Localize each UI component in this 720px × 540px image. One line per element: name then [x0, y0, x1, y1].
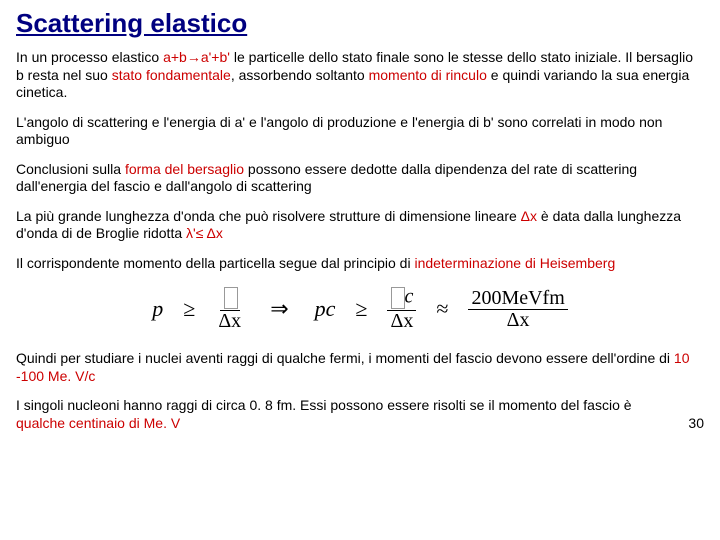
p1-term-1: stato fondamentale: [112, 67, 231, 83]
p7-text-a: I singoli nucleoni hanno raggi di circa …: [16, 397, 632, 413]
eq-ge-2: ≥: [355, 296, 367, 322]
p1-term-2: momento di rinculo: [369, 67, 487, 83]
paragraph-2: L'angolo di scattering e l'energia di a'…: [16, 114, 704, 149]
paragraph-3: Conclusioni sulla forma del bersaglio po…: [16, 161, 704, 196]
eq-frac2-c: c: [404, 286, 413, 308]
paragraph-4: La più grande lunghezza d'onda che può r…: [16, 208, 704, 243]
p1-text-a: In un processo elastico: [16, 49, 163, 65]
p7-term: qualche centinaio di Me. V: [16, 415, 180, 431]
eq-p: p: [152, 296, 163, 322]
slide: Scattering elastico In un processo elast…: [0, 0, 720, 540]
eq-ge-1: ≥: [183, 296, 195, 322]
hbar-icon: [223, 286, 237, 310]
p3-term: forma del bersaglio: [125, 161, 244, 177]
p6-text-a: Quindi per studiare i nuclei aventi ragg…: [16, 350, 674, 366]
page-number: 30: [680, 415, 704, 433]
p5-term: indeterminazione di Heisemberg: [414, 255, 615, 271]
eq-approx: ≈: [436, 296, 448, 322]
p1-reaction-rhs: a'+b': [201, 49, 230, 65]
eq-frac-3: 200MeVfm Δx: [468, 288, 567, 331]
eq-frac1-num: [220, 286, 240, 311]
eq-pc: pc: [315, 296, 336, 322]
p5-text-a: Il corrispondente momento della particel…: [16, 255, 414, 271]
equation: p ≥ Δx ⇒ pc ≥ c Δx ≈ 200MeVfm Δx: [152, 286, 568, 332]
eq-frac1-den: Δx: [215, 311, 244, 332]
eq-frac-1: Δx: [215, 286, 244, 332]
eq-implies: ⇒: [264, 296, 294, 322]
paragraph-7-row: I singoli nucleoni hanno raggi di circa …: [16, 397, 704, 432]
equation-block: p ≥ Δx ⇒ pc ≥ c Δx ≈ 200MeVfm Δx: [16, 286, 704, 332]
paragraph-7: I singoli nucleoni hanno raggi di circa …: [16, 397, 670, 432]
hbar-icon-2: [390, 286, 404, 310]
paragraph-6: Quindi per studiare i nuclei aventi ragg…: [16, 350, 704, 385]
eq-frac3-num: 200MeVfm: [468, 288, 567, 310]
p1-reaction-lhs: a+b: [163, 49, 187, 65]
eq-frac2-num: c: [387, 286, 416, 311]
paragraph-1: In un processo elastico a+b→a'+b' le par…: [16, 49, 704, 102]
eq-frac2-den: Δx: [387, 311, 416, 332]
p4-deltax: Δx: [521, 208, 537, 224]
p1-text-f: , assorbendo soltanto: [231, 67, 369, 83]
p4-text-a: La più grande lunghezza d'onda che può r…: [16, 208, 521, 224]
eq-frac3-den: Δx: [504, 310, 533, 331]
eq-frac-2: c Δx: [387, 286, 416, 332]
p4-lambda: λ'≤ Δx: [186, 225, 223, 241]
p1-arrow: →: [187, 49, 201, 65]
slide-title: Scattering elastico: [16, 8, 704, 39]
paragraph-5: Il corrispondente momento della particel…: [16, 255, 704, 273]
p3-text-a: Conclusioni sulla: [16, 161, 125, 177]
